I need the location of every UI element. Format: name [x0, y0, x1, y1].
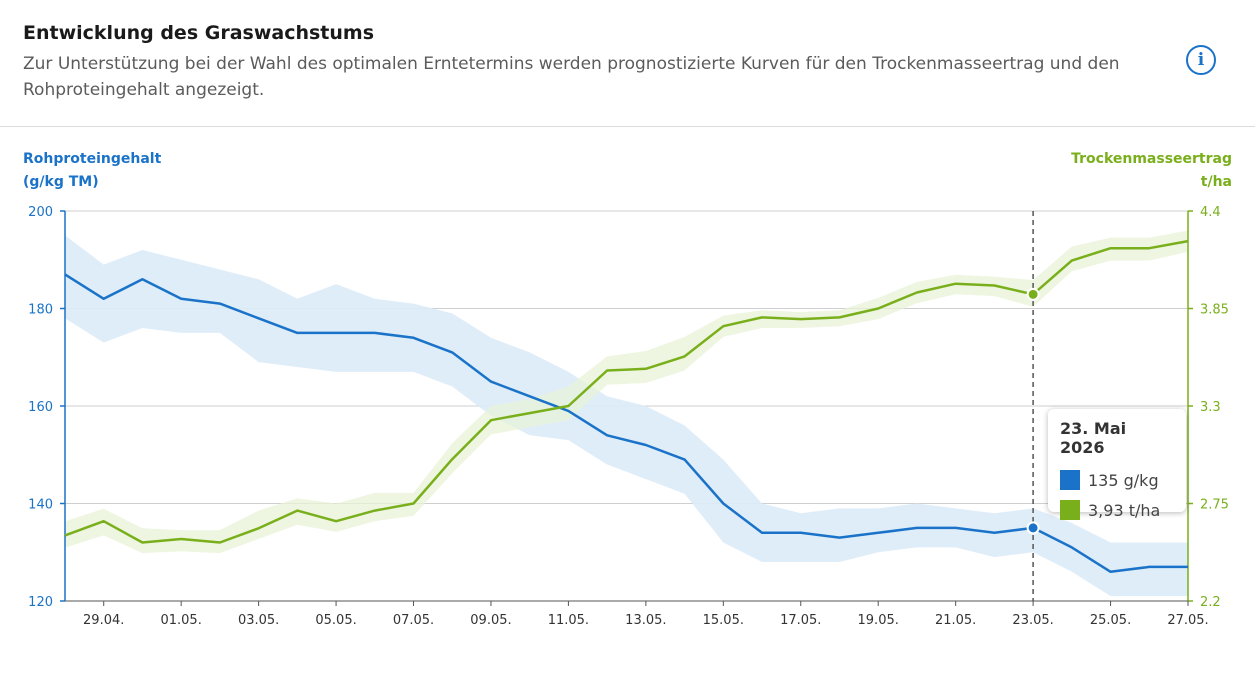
- left-tick-label-2: 160: [28, 400, 53, 415]
- yield-selected-point: [1026, 287, 1040, 301]
- chart-tooltip: 23. Mai 2026 135 g/kg 3,93 t/ha: [1048, 409, 1186, 520]
- x-tick-label-4: 07.05.: [393, 613, 434, 628]
- info-glyph: i: [1197, 50, 1205, 70]
- x-tick-label-12: 23.05.: [1012, 613, 1053, 628]
- x-tick-label-7: 13.05.: [625, 613, 666, 628]
- x-tick-label-2: 03.05.: [238, 613, 279, 628]
- tooltip-row-yield: 3,93 t/ha: [1060, 495, 1174, 525]
- x-tick-label-3: 05.05.: [315, 613, 356, 628]
- x-tick-label-13: 25.05.: [1090, 613, 1131, 628]
- right-axis-title-line2: t/ha: [1200, 174, 1232, 190]
- header-divider: [0, 126, 1255, 127]
- right-tick-label-2: 3.3: [1200, 400, 1221, 415]
- right-axis-title-line1: Trockenmasseertrag: [1071, 151, 1232, 167]
- x-tick-label-5: 09.05.: [470, 613, 511, 628]
- left-axis-title: Rohproteingehalt (g/kg TM): [23, 148, 161, 194]
- x-tick-label-11: 21.05.: [935, 613, 976, 628]
- x-tick-label-9: 17.05.: [780, 613, 821, 628]
- x-tick-label-6: 11.05.: [548, 613, 589, 628]
- x-tick-label-8: 15.05.: [703, 613, 744, 628]
- yield-series-line: [64, 239, 1189, 544]
- protein-range-band: [65, 235, 1188, 597]
- left-tick-label-0: 120: [28, 595, 53, 610]
- protein-series-line: [64, 273, 1188, 574]
- x-tick-label-1: 01.05.: [160, 613, 201, 628]
- chart-subtitle: Zur Unterstützung bei der Wahl des optim…: [23, 54, 1120, 100]
- left-tick-label-1: 140: [28, 498, 53, 513]
- tooltip-date: 23. Mai 2026: [1060, 419, 1127, 457]
- right-tick-label-3: 3.85: [1200, 303, 1229, 318]
- x-tick-label-0: 29.04.: [83, 613, 124, 628]
- protein-selected-point: [1026, 521, 1040, 535]
- left-tick-label-4: 200: [28, 205, 53, 220]
- left-tick-label-3: 180: [28, 303, 53, 318]
- info-icon[interactable]: i: [1186, 45, 1216, 75]
- right-tick-label-0: 2.2: [1200, 595, 1221, 610]
- right-tick-label-4: 4.4: [1200, 205, 1221, 220]
- left-axis-title-line2: (g/kg TM): [23, 174, 99, 190]
- left-axis-title-line1: Rohproteingehalt: [23, 151, 162, 167]
- protein-swatch: [1060, 470, 1080, 490]
- chart-title: Entwicklung des Graswachstums: [23, 22, 375, 44]
- right-tick-label-1: 2.75: [1200, 498, 1229, 513]
- x-tick-label-14: 27.05.: [1167, 613, 1208, 628]
- right-axis-title: Trockenmasseertrag t/ha: [1071, 148, 1232, 194]
- tooltip-yield-value: 3,93 t/ha: [1088, 500, 1161, 520]
- tooltip-row-protein: 135 g/kg: [1060, 465, 1174, 495]
- yield-range-band: [65, 230, 1188, 554]
- x-tick-label-10: 19.05.: [858, 613, 899, 628]
- yield-swatch: [1060, 500, 1080, 520]
- tooltip-protein-value: 135 g/kg: [1088, 470, 1159, 490]
